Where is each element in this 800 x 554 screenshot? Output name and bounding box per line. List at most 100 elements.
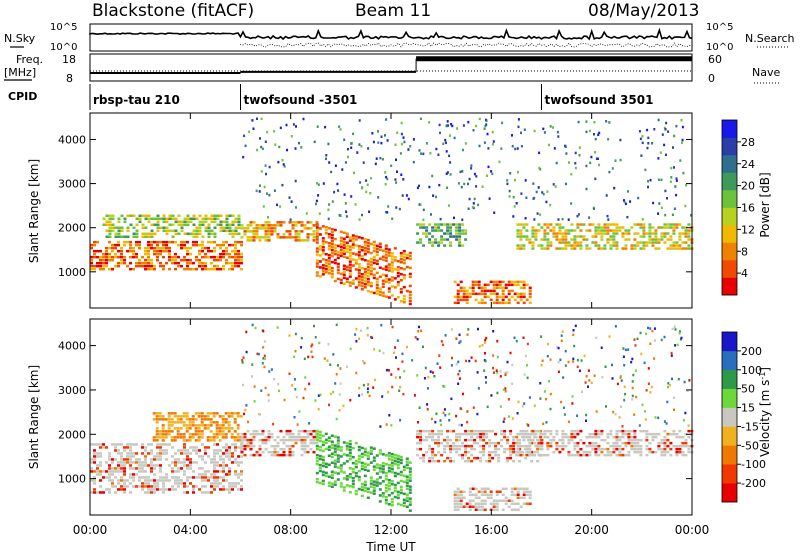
power-cell: [183, 258, 186, 262]
velocity-cell: [483, 493, 487, 496]
velocity-cell: [174, 470, 177, 473]
velocity-cell: [93, 488, 96, 491]
power-speckle: [682, 171, 685, 175]
velocity-speckle: [484, 352, 486, 355]
power-cell: [186, 223, 190, 226]
velocity-cell: [519, 496, 523, 499]
velocity-cell: [120, 479, 123, 482]
velocity-cell: [425, 438, 429, 442]
power-cell: [237, 261, 240, 265]
power-cell: [507, 292, 511, 296]
power-speckle: [623, 200, 626, 204]
velocity-cell: [96, 452, 99, 455]
power-cell: [162, 229, 166, 232]
power-cell: [174, 240, 177, 244]
velocity-cell: [300, 438, 304, 442]
power-cell: [180, 229, 184, 232]
power-cell: [375, 289, 379, 293]
velocity-speckle: [614, 325, 617, 328]
velocity-cell: [114, 446, 117, 449]
velocity-cell: [378, 470, 382, 473]
power-cell: [213, 232, 217, 235]
velocity-colorbar-label: Velocity [m s-1]: [758, 367, 773, 457]
velocity-cell: [303, 435, 307, 439]
velocity-speckle: [506, 371, 509, 374]
velocity-cell: [327, 475, 331, 478]
velocity-cell: [351, 485, 355, 489]
velocity-cell: [384, 502, 388, 505]
power-cell: [381, 282, 385, 285]
power-cell: [357, 284, 361, 287]
velocity-cell: [402, 465, 406, 469]
velocity-speckle: [571, 402, 574, 405]
power-cell: [408, 302, 412, 306]
power-speckle: [402, 136, 405, 139]
velocity-cell: [240, 444, 244, 448]
velocity-cell: [348, 449, 352, 452]
power-cell: [183, 240, 186, 244]
power-speckle: [252, 127, 255, 130]
power-cell: [402, 273, 406, 277]
velocity-cell: [357, 487, 361, 491]
velocity-speckle: [470, 356, 473, 359]
power-cell: [225, 217, 229, 220]
power-cell: [573, 244, 577, 247]
power-cell: [372, 249, 376, 253]
power-cell: [345, 241, 349, 244]
power-cell: [159, 246, 162, 250]
power-cell: [105, 261, 108, 265]
power-speckle: [317, 194, 320, 197]
velocity-cell: [206, 439, 210, 442]
power-cell: [375, 292, 379, 296]
velocity-cell: [261, 441, 265, 445]
velocity-cell: [464, 453, 468, 457]
power-cell: [378, 248, 382, 251]
power-cell: [144, 217, 148, 220]
power-cell: [519, 229, 523, 232]
velocity-cell: [212, 412, 216, 415]
power-cell: [189, 252, 192, 256]
velocity-cell: [261, 438, 265, 442]
velocity-cell: [476, 441, 480, 445]
velocity-cell: [480, 508, 484, 511]
power-cell: [162, 214, 166, 217]
power-cell: [279, 224, 283, 227]
power-cell: [198, 249, 201, 253]
power-cell: [393, 268, 397, 271]
power-cell: [468, 286, 472, 290]
velocity-cell: [506, 435, 510, 439]
velocity-cell: [114, 485, 117, 488]
power-speckle: [325, 154, 328, 157]
velocity-cell: [528, 493, 532, 496]
velocity-cell: [678, 450, 682, 454]
power-cell: [285, 230, 289, 233]
power-cell: [105, 249, 108, 253]
power-cell: [258, 227, 262, 230]
velocity-cell: [114, 491, 117, 494]
power-cell: [213, 220, 217, 223]
velocity-cell: [540, 438, 544, 442]
power-cell: [102, 255, 105, 259]
power-cell: [336, 244, 340, 248]
velocity-cell: [630, 441, 634, 445]
velocity-cell: [321, 470, 325, 474]
velocity-cell: [276, 444, 280, 448]
velocity-cell: [333, 435, 337, 438]
velocity-cell: [216, 485, 219, 488]
power-cell: [579, 241, 583, 244]
velocity-cell: [216, 443, 219, 446]
velocity-speckle: [423, 377, 426, 380]
velocity-cell: [222, 458, 225, 461]
power-cell: [156, 243, 159, 247]
power-cell: [105, 258, 108, 262]
velocity-cell: [482, 453, 486, 457]
power-cell: [402, 297, 406, 301]
power-cell: [225, 246, 228, 250]
velocity-cell: [324, 471, 328, 475]
power-speckle: [447, 124, 450, 127]
power-cell: [123, 240, 126, 244]
velocity-cell: [333, 471, 337, 474]
velocity-cell: [468, 490, 472, 493]
power-speckle: [684, 204, 687, 208]
